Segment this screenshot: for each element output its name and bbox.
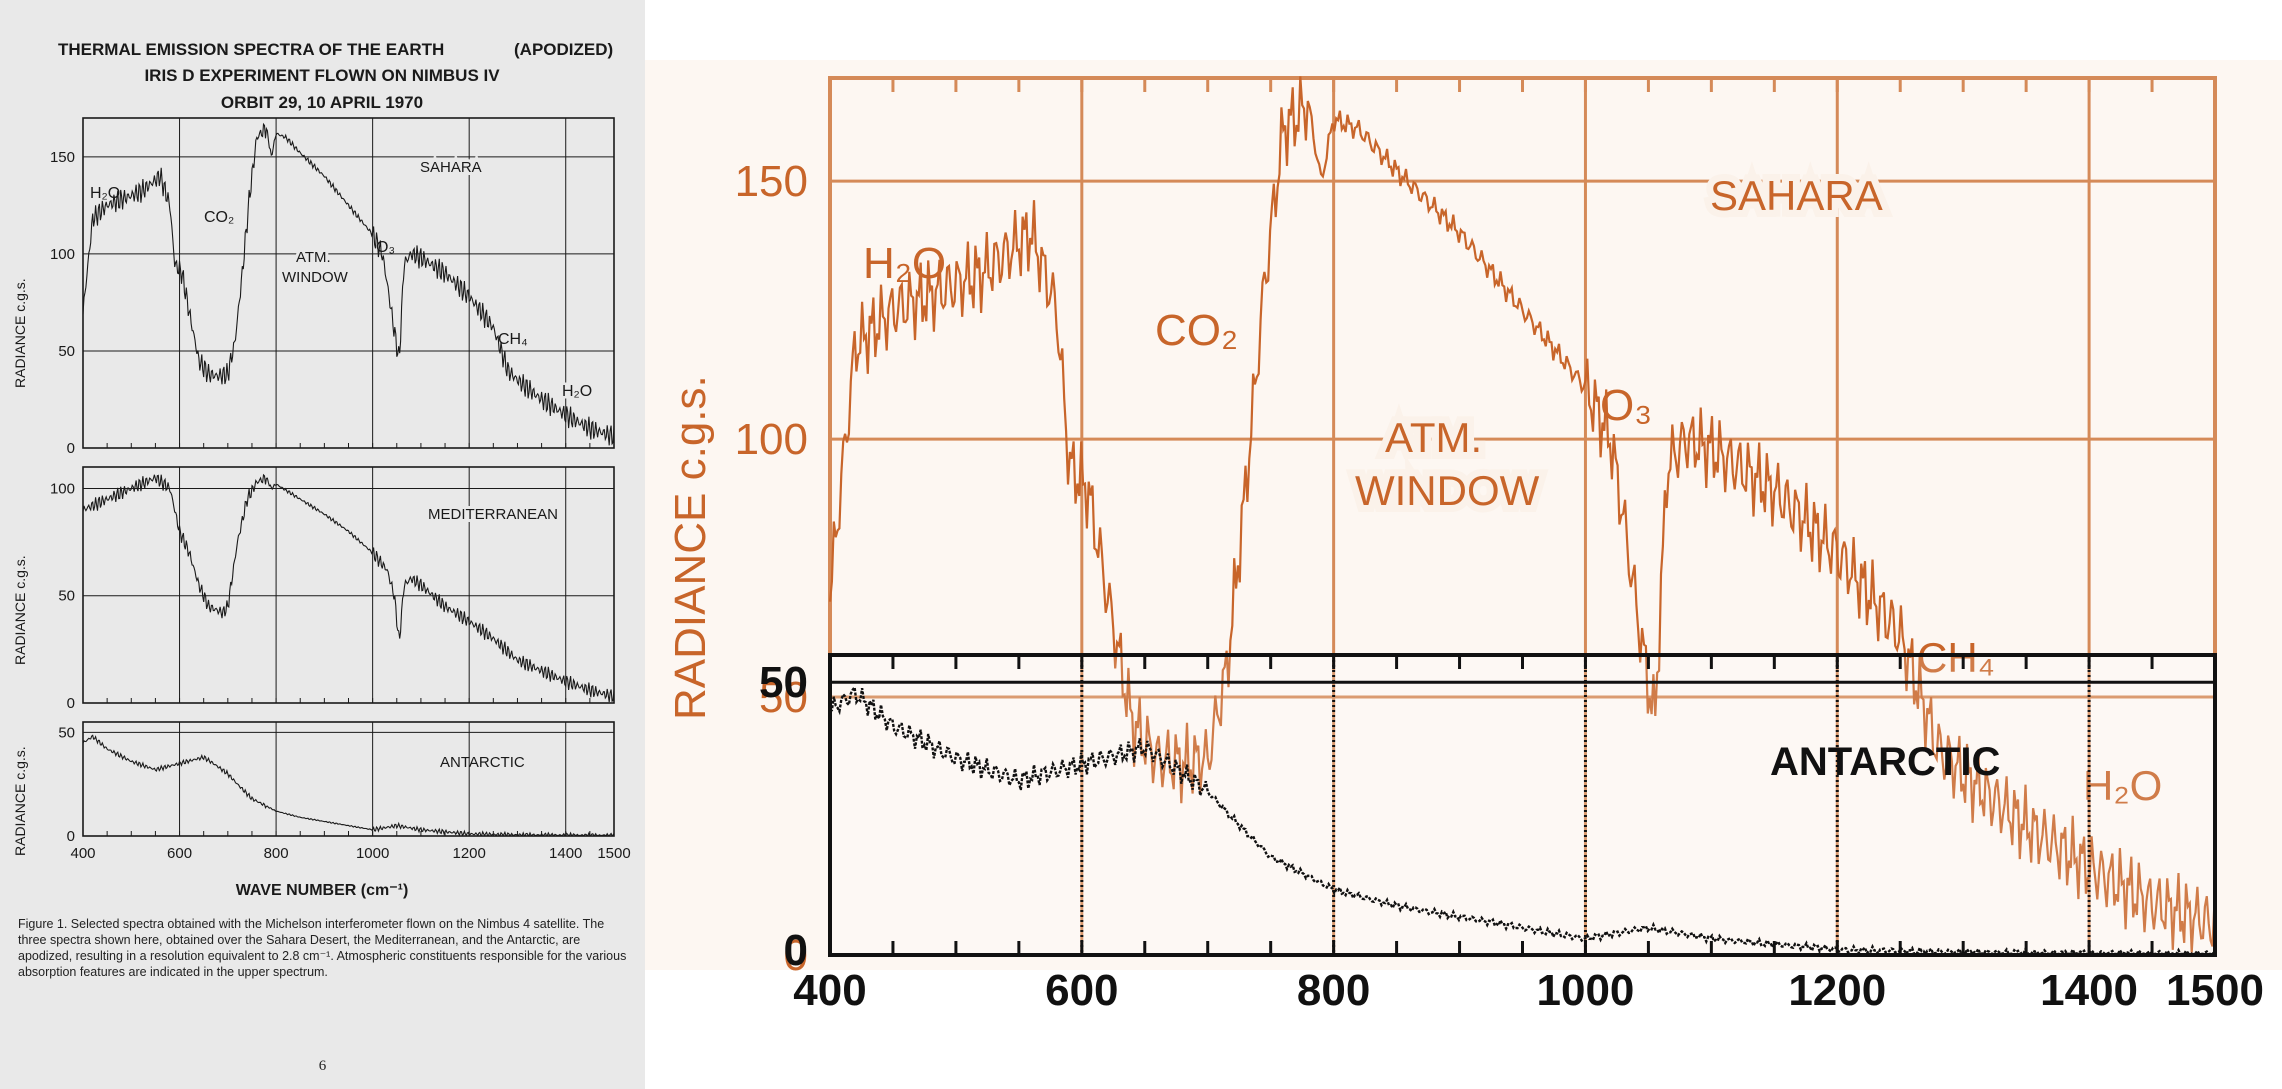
y-tick-label: 50: [58, 724, 75, 741]
zoom-ylabel: RADIANCE c.g.s.: [666, 375, 715, 720]
figure-title-line3: ORBIT 29, 10 APRIL 1970: [221, 93, 423, 112]
antarctic-overlay-inset: [828, 653, 2217, 957]
spectrum-line: [82, 122, 615, 446]
inset-y-tick: 0: [784, 926, 808, 975]
x-tick-label: 600: [167, 845, 192, 862]
y-tick-label: 100: [50, 246, 75, 263]
zoom-label-h2o-left: H₂O: [863, 239, 946, 288]
zoom-label-h2o-right: H₂O: [2083, 762, 2162, 809]
figure-title-line2: IRIS D EXPERIMENT FLOWN ON NIMBUS IV: [144, 66, 500, 85]
figure-title-apodized: (APODIZED): [514, 40, 613, 59]
mediterranean-series-label: MEDITERRANEAN: [428, 506, 558, 523]
inset-antarctic-line: [829, 684, 2216, 957]
page-number: 6: [318, 1058, 327, 1074]
spectrum-line: [82, 734, 615, 837]
annot-window: WINDOW: [282, 269, 349, 286]
sahara-overlay-grid: 0 50 100 150: [735, 76, 2217, 980]
zoom-y-tick: 0: [784, 931, 808, 980]
inset-y-tick: 50: [759, 658, 808, 707]
sahara-panel: 0 50 100 150: [50, 117, 615, 457]
annot-o3: O₃: [376, 239, 395, 256]
antarctic-panel: 0 50 400 600 800 1000 1200 1400 1500: [58, 721, 631, 862]
zoom-label-atm: ATM.: [1385, 414, 1482, 461]
overlay-chart: 0 50 100 150 RADIANCE c.g.s. SAHARA H₂O CO₂…: [645, 60, 2282, 1015]
antarctic-ylabel: RADIANCE c.g.s.: [12, 746, 28, 856]
x-tick-label: 1000: [356, 845, 389, 862]
inset-frame: [828, 653, 2217, 957]
sahara-ylabel: RADIANCE c.g.s.: [12, 278, 28, 388]
zoom-label-co2: CO₂: [1155, 306, 1238, 355]
zoom-y-tick: 50: [759, 673, 808, 722]
zoom-sahara-line: [828, 76, 2216, 953]
zoom-label-ch4: CH₄: [1917, 634, 1995, 681]
annot-h2o-left: H₂O: [90, 185, 120, 202]
original-figure-page: THERMAL EMISSION SPECTRA OF THE EARTH (A…: [0, 0, 645, 1089]
x-tick-label: 1200: [452, 845, 485, 862]
y-tick-label: 0: [67, 828, 75, 845]
antarctic-series-label: ANTARCTIC: [440, 754, 525, 771]
x-tick-label: 1400: [549, 845, 582, 862]
zoom-label-antarctic: ANTARCTIC: [1770, 740, 2000, 784]
zoom-x-tick-label: 1500: [2166, 966, 2264, 1015]
zoom-label-o3: O₃: [1600, 381, 1652, 430]
annot-atm: ATM.: [296, 249, 331, 266]
zoom-x-tick-label: 600: [1045, 966, 1118, 1015]
figure-title-line1: THERMAL EMISSION SPECTRA OF THE EARTH: [58, 40, 444, 59]
zoom-x-tick-label: 1000: [1537, 966, 1635, 1015]
panel-frame: [82, 721, 615, 837]
x-axis-label: WAVE NUMBER (cm⁻¹): [236, 882, 409, 899]
figure-caption: Figure 1. Selected spectra obtained with…: [18, 917, 627, 979]
spectrum-line: [82, 473, 615, 703]
x-tick-label: 800: [264, 845, 289, 862]
sahara-overlay-curve: [828, 76, 2216, 953]
zoom-x-tick-label: 400: [793, 966, 866, 1015]
zoom-y-tick: 100: [735, 415, 808, 464]
y-tick-label: 50: [58, 588, 75, 605]
annot-co2: CO₂: [204, 209, 234, 226]
zoom-x-tick-label: 1400: [2040, 966, 2138, 1015]
y-tick-label: 150: [50, 149, 75, 166]
zoom-x-tick-label: 800: [1297, 966, 1370, 1015]
mediterranean-ylabel: RADIANCE c.g.s.: [12, 555, 28, 665]
zoom-y-tick: 150: [735, 157, 808, 206]
annot-h2o-right: H₂O: [562, 383, 592, 400]
x-tick-label: 1500: [597, 845, 630, 862]
panel-frame: [82, 117, 615, 449]
y-tick-label: 0: [67, 695, 75, 712]
zoom-label-sahara: SAHARA: [1710, 172, 1883, 219]
y-tick-label: 0: [67, 440, 75, 457]
x-tick-label: 400: [70, 845, 95, 862]
mediterranean-panel: 0 50 100: [50, 466, 615, 712]
sahara-series-label: SAHARA: [420, 159, 482, 176]
zoom-x-ticks: 400 600 800 1000 1200 1400 1500 50 0: [759, 658, 2264, 1015]
original-figure: THERMAL EMISSION SPECTRA OF THE EARTH (A…: [12, 40, 631, 899]
y-tick-label: 50: [58, 343, 75, 360]
annot-ch4: CH₄: [498, 331, 528, 348]
y-tick-label: 100: [50, 480, 75, 497]
overlay-comparison: 0 50 100 150 RADIANCE c.g.s. SAHARA H₂O CO₂…: [645, 0, 2282, 1089]
zoom-x-tick-label: 1200: [1788, 966, 1886, 1015]
zoom-label-window: WINDOW: [1355, 467, 1540, 514]
